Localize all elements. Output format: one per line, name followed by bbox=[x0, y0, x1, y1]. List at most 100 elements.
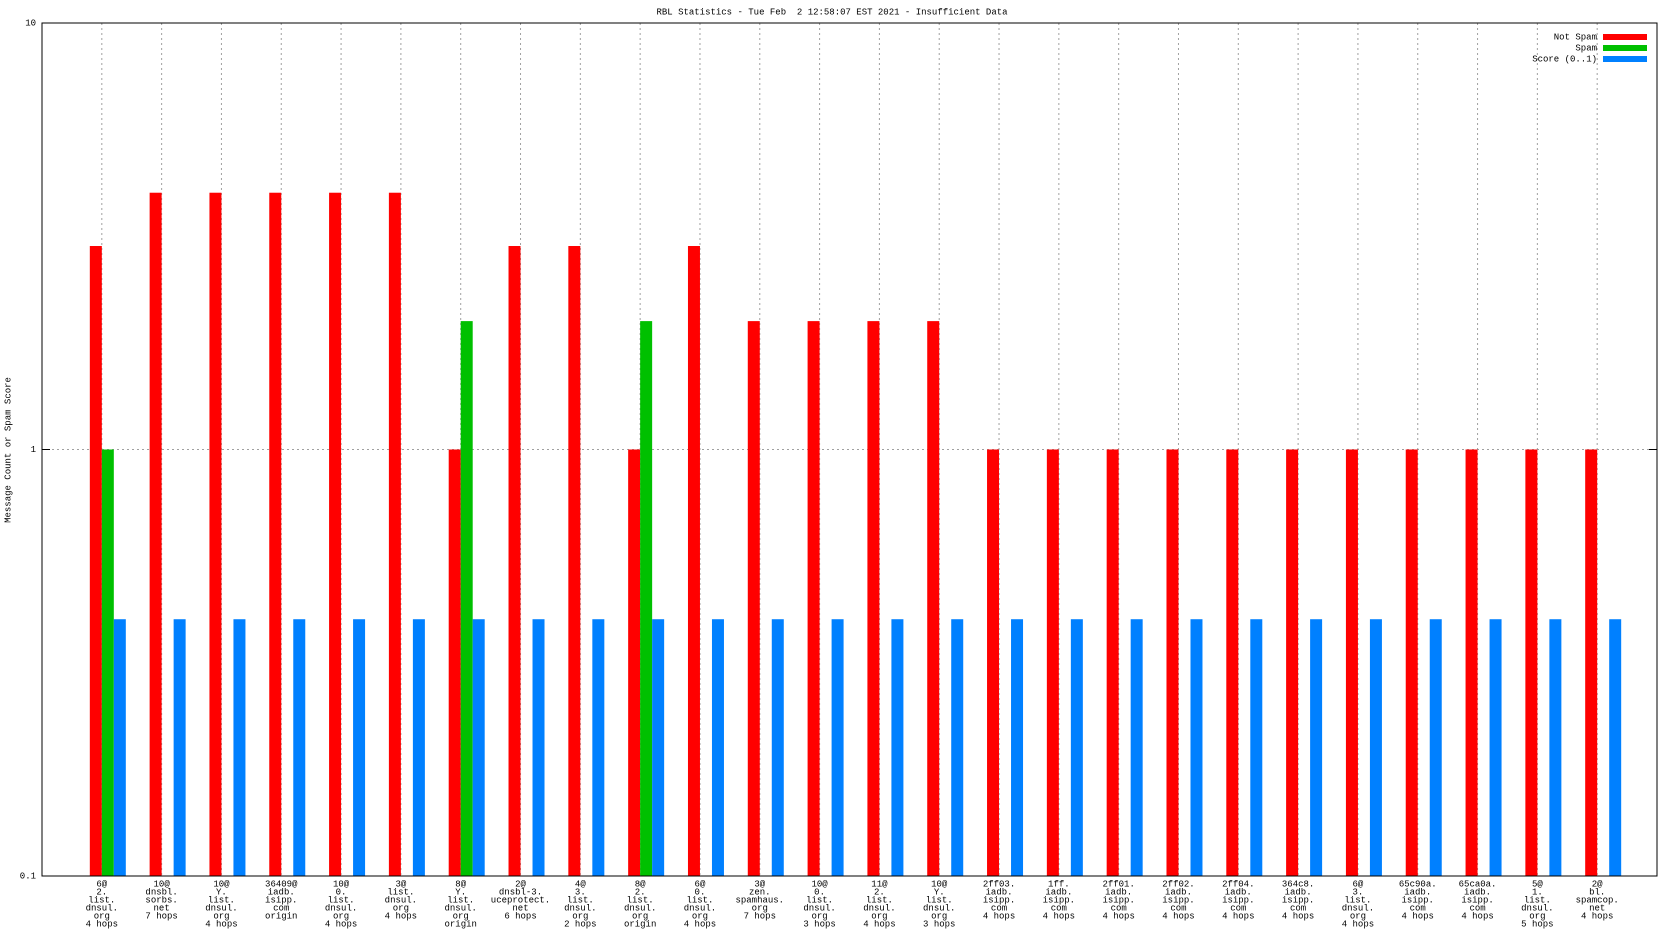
x-tick-label: 4 hops bbox=[325, 919, 357, 929]
x-tick-label: dnsul. bbox=[863, 903, 895, 913]
x-tick-label: org bbox=[1529, 911, 1545, 921]
x-tick-label: dnsul. bbox=[564, 903, 596, 913]
bar bbox=[1489, 619, 1502, 876]
y-tick-label: 1 bbox=[31, 445, 36, 455]
bar bbox=[1549, 619, 1562, 876]
bar bbox=[1345, 449, 1358, 876]
x-tick-label: Y. bbox=[455, 887, 466, 897]
bar bbox=[807, 321, 820, 876]
bar bbox=[412, 619, 425, 876]
x-tick-label: 6@ bbox=[96, 879, 107, 889]
x-tick-label: net bbox=[1589, 903, 1605, 913]
x-tick-label: list. bbox=[88, 895, 115, 905]
x-tick-label: org bbox=[931, 911, 947, 921]
x-tick-label: com bbox=[273, 903, 289, 913]
bar bbox=[1369, 619, 1382, 876]
x-tick-label: com bbox=[1170, 903, 1186, 913]
x-tick-label: 4 hops bbox=[86, 919, 118, 929]
bar bbox=[209, 192, 222, 876]
x-tick-label: list. bbox=[806, 895, 833, 905]
x-tick-label: dnsul. bbox=[445, 903, 477, 913]
x-tick-label: dnsul. bbox=[1521, 903, 1553, 913]
x-tick-label: 3@ bbox=[395, 879, 406, 889]
x-tick-label: dnsul. bbox=[684, 903, 716, 913]
bar bbox=[353, 619, 366, 876]
x-tick-label: list. bbox=[926, 895, 953, 905]
x-tick-label: isipp. bbox=[265, 895, 297, 905]
x-tick-label: isipp. bbox=[1043, 895, 1075, 905]
bar bbox=[652, 619, 665, 876]
x-tick-label: com bbox=[1469, 903, 1485, 913]
x-tick-label: dnsbl. bbox=[145, 887, 177, 897]
bar bbox=[927, 321, 940, 876]
x-tick-label: list. bbox=[866, 895, 893, 905]
x-tick-label: org bbox=[393, 903, 409, 913]
x-tick-label: 4@ bbox=[575, 879, 586, 889]
x-tick-label: 2ff03. bbox=[983, 879, 1015, 889]
bar bbox=[101, 449, 114, 876]
x-tick-label: isipp. bbox=[1222, 895, 1254, 905]
x-tick-label: list. bbox=[1524, 895, 1551, 905]
x-tick-label: 1. bbox=[1532, 887, 1543, 897]
x-tick-label: 4 hops bbox=[1402, 911, 1434, 921]
x-tick-label: iadb. bbox=[1165, 887, 1192, 897]
x-tick-label: com bbox=[1051, 903, 1067, 913]
bar bbox=[388, 192, 401, 876]
x-tick-label: sorbs. bbox=[145, 895, 177, 905]
plot-frame bbox=[41, 22, 1658, 877]
bar bbox=[1286, 449, 1299, 876]
bar bbox=[891, 619, 904, 876]
bar bbox=[1190, 619, 1203, 876]
x-tick-label: 5 hops bbox=[1521, 919, 1553, 929]
bar bbox=[1226, 449, 1239, 876]
x-tick-label: 4 hops bbox=[1162, 911, 1194, 921]
x-tick-label: 0. bbox=[336, 887, 347, 897]
bar bbox=[1585, 449, 1598, 876]
bar bbox=[747, 321, 760, 876]
bar bbox=[1429, 619, 1442, 876]
y-axis-label: Message Count or Spam Score bbox=[3, 377, 13, 523]
x-tick-label: org bbox=[811, 911, 827, 921]
bar bbox=[987, 449, 1000, 876]
x-tick-label: org bbox=[213, 911, 229, 921]
bar bbox=[508, 246, 521, 876]
x-tick-label: 4 hops bbox=[1581, 911, 1613, 921]
x-tick-label: 2ff02. bbox=[1162, 879, 1194, 889]
x-tick-label: org bbox=[632, 911, 648, 921]
x-tick-label: org bbox=[752, 903, 768, 913]
x-tick-label: dnsul. bbox=[385, 895, 417, 905]
x-tick-label: org bbox=[871, 911, 887, 921]
x-tick-label: isipp. bbox=[1461, 895, 1493, 905]
x-tick-label: list. bbox=[686, 895, 713, 905]
x-tick-label: iadb. bbox=[1285, 887, 1312, 897]
x-tick-label: 4 hops bbox=[983, 911, 1015, 921]
x-tick-label: list. bbox=[627, 895, 654, 905]
x-tick-label: org bbox=[453, 911, 469, 921]
x-tick-label: com bbox=[1230, 903, 1246, 913]
x-tick-label: 2ff04. bbox=[1222, 879, 1254, 889]
x-tick-label: 4 hops bbox=[1342, 919, 1374, 929]
x-tick-label: 364c8. bbox=[1282, 879, 1314, 889]
x-tick-label: 10@ bbox=[931, 879, 948, 889]
x-tick-label: isipp. bbox=[1402, 895, 1434, 905]
bar bbox=[448, 449, 461, 876]
legend-label: Not Spam bbox=[1554, 32, 1597, 42]
x-tick-label: 2. bbox=[96, 887, 107, 897]
bar bbox=[592, 619, 605, 876]
x-tick-label: 4 hops bbox=[385, 911, 417, 921]
legend-label: Spam bbox=[1575, 43, 1597, 53]
x-tick-label: 4 hops bbox=[205, 919, 237, 929]
x-tick-label: iadb. bbox=[986, 887, 1013, 897]
x-tick-label: dnsbl-3. bbox=[499, 887, 542, 897]
x-tick-label: iadb. bbox=[1225, 887, 1252, 897]
x-tick-label: 10@ bbox=[213, 879, 230, 889]
x-tick-label: 2ff01. bbox=[1102, 879, 1134, 889]
bar bbox=[1250, 619, 1263, 876]
x-tick-label: 2@ bbox=[1592, 879, 1603, 889]
x-tick-label: dnsul. bbox=[923, 903, 955, 913]
x-tick-label: isipp. bbox=[1282, 895, 1314, 905]
x-tick-label: origin bbox=[445, 919, 477, 929]
x-tick-label: dnsul. bbox=[803, 903, 835, 913]
x-tick-label: 7 hops bbox=[744, 911, 776, 921]
bar bbox=[951, 619, 964, 876]
